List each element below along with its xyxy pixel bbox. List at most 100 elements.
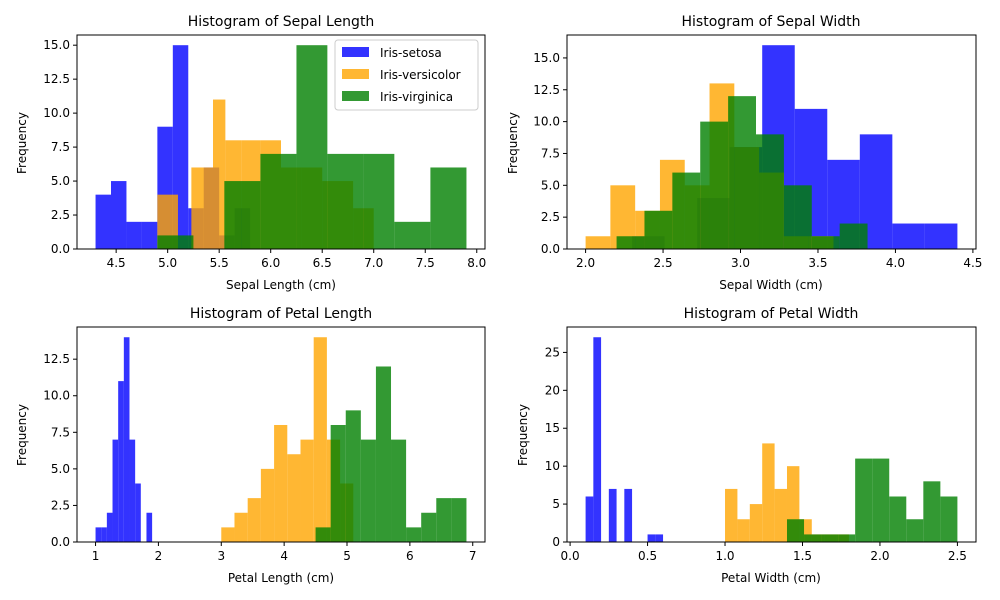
plot-area: 4.5 5.0 5.5 6.0 6.5 7.0 7.5 8.0 0.0 2.5 5.0 7.5 10.0… [43, 34, 486, 270]
legend-swatch-versicolor [342, 69, 369, 79]
bar-iris-virginica-3 [360, 439, 376, 542]
legend-label-versicolor: Iris-versicolor [380, 68, 461, 82]
x-tick-label: 2.5 [654, 256, 673, 270]
bar-iris-virginica-7 [394, 221, 431, 249]
bar-iris-virginica-8 [436, 498, 452, 542]
x-tick-label: 6.0 [261, 256, 280, 270]
bar-iris-virginica-4 [296, 45, 328, 249]
y-tick-label: 0.0 [51, 242, 70, 256]
y-tick-label: 0.0 [51, 535, 70, 549]
y-tick-label: 12.5 [43, 352, 70, 366]
chart-title: Histogram of Petal Width [684, 306, 859, 322]
y-tick-label: 7.5 [51, 140, 70, 154]
bar-iris-versicolor-3 [762, 443, 775, 542]
plot-area: 2.0 2.5 3.0 3.5 4.0 4.5 0.0 2.5 5.0 7.5 10.0 12.5 15… [533, 34, 982, 270]
bar-iris-setosa-7 [135, 483, 141, 542]
x-tick-label: 5 [343, 549, 351, 563]
y-tick-label: 15 [545, 421, 560, 435]
x-tick-label: 7.5 [416, 256, 435, 270]
bar-iris-setosa-9 [655, 534, 664, 542]
y-axis-label: Frequency [15, 404, 29, 466]
x-tick-label: 8.0 [467, 256, 486, 270]
bar-iris-virginica-2 [821, 534, 839, 542]
axes-frame [566, 34, 977, 250]
bar-iris-setosa-5 [624, 488, 633, 542]
bar-iris-virginica-7 [811, 236, 840, 249]
x-tick-label: 6 [406, 549, 414, 563]
bar-iris-setosa-0 [95, 194, 111, 249]
bar-iris-virginica-6 [363, 153, 395, 249]
bar-iris-virginica-0 [616, 236, 645, 249]
bar-iris-setosa-3 [112, 439, 119, 542]
bar-iris-virginica-1 [330, 424, 346, 542]
bar-iris-virginica-7 [906, 519, 924, 542]
subplot-petal-width: Histogram of Petal Width 0.0 0.5 1.0 1.5 2.0… [516, 306, 977, 585]
axes-frame [76, 326, 486, 543]
x-tick-label: 4 [280, 549, 288, 563]
bar-iris-virginica-8 [430, 167, 467, 249]
x-tick-label: 4.5 [963, 256, 982, 270]
bar-iris-virginica-8 [839, 223, 868, 249]
bar-iris-versicolor-3 [213, 99, 226, 250]
y-tick-label: 0 [552, 535, 560, 549]
bar-iris-virginica-3 [838, 534, 856, 542]
bar-iris-versicolor-2 [191, 167, 213, 249]
bar-iris-virginica-0 [157, 235, 194, 249]
y-tick-label: 2.5 [51, 498, 70, 512]
bar-iris-virginica-9 [451, 498, 467, 542]
bar-iris-virginica-0 [786, 519, 805, 542]
chart-title: Histogram of Petal Length [190, 306, 372, 322]
bar-iris-setosa-3 [141, 221, 158, 249]
x-tick-label: 3 [217, 549, 225, 563]
bar-iris-virginica-5 [391, 439, 407, 542]
bar-iris-virginica-6 [889, 496, 907, 542]
subplot-sepal-width: Histogram of Sepal Width 2.0 2.5 3.0 3.5 4.0… [506, 14, 982, 292]
x-tick-label: 3.5 [808, 256, 827, 270]
bar-iris-versicolor-4 [774, 488, 787, 542]
x-axis-label: Petal Length (cm) [228, 571, 334, 585]
y-tick-label: 10 [545, 459, 560, 473]
bar-iris-virginica-6 [783, 185, 812, 249]
bar-iris-versicolor-1 [234, 512, 248, 542]
bar-iris-setosa-8 [892, 223, 925, 249]
bar-iris-versicolor-3 [260, 468, 275, 542]
x-tick-label: 2.5 [948, 549, 967, 563]
x-tick-label: 7 [469, 549, 477, 563]
x-tick-label: 2.0 [576, 256, 595, 270]
bar-iris-versicolor-2 [247, 498, 261, 542]
subplot-petal-length: Histogram of Petal Length 1 2 3 4 5 6 7 0.0 2.5 5… [15, 306, 486, 585]
bar-iris-setosa-5 [123, 337, 130, 542]
bar-iris-setosa-0 [95, 527, 102, 542]
x-tick-label: 0.0 [561, 549, 580, 563]
bar-iris-setosa-1 [111, 181, 127, 249]
legend-swatch-setosa [342, 47, 369, 57]
bar-iris-setosa-9 [924, 223, 958, 249]
x-tick-label: 3.0 [731, 256, 750, 270]
bar-iris-virginica-4 [728, 96, 757, 250]
x-axis-label: Sepal Length (cm) [226, 278, 336, 292]
y-tick-label: 10.0 [533, 115, 560, 129]
y-tick-label: 5.0 [51, 174, 70, 188]
axes-frame [566, 326, 977, 543]
y-tick-label: 20 [545, 383, 560, 397]
bar-iris-setosa-3 [608, 488, 617, 542]
x-tick-label: 6.5 [313, 256, 332, 270]
bar-iris-versicolor-6 [300, 439, 314, 542]
chart-title: Histogram of Sepal Width [682, 14, 861, 30]
bar-iris-virginica-3 [260, 153, 297, 249]
x-tick-label: 1.5 [793, 549, 812, 563]
bar-iris-virginica-2 [345, 410, 361, 542]
y-tick-label: 2.5 [51, 208, 70, 222]
bar-iris-versicolor-4 [274, 424, 288, 542]
y-axis-label: Frequency [15, 112, 29, 174]
plot-area: 0.0 0.5 1.0 1.5 2.0 2.5 0 5 10 15 20 25 [545, 326, 977, 563]
bar-iris-setosa-1 [593, 337, 602, 542]
y-tick-label: 5.0 [51, 462, 70, 476]
legend-label-virginica: Iris-virginica [380, 90, 453, 104]
y-tick-label: 2.5 [541, 210, 560, 224]
bar-iris-setosa-8 [647, 534, 656, 542]
x-tick-label: 7.0 [364, 256, 383, 270]
x-tick-label: 4.0 [886, 256, 905, 270]
bar-iris-versicolor-0 [585, 236, 611, 249]
